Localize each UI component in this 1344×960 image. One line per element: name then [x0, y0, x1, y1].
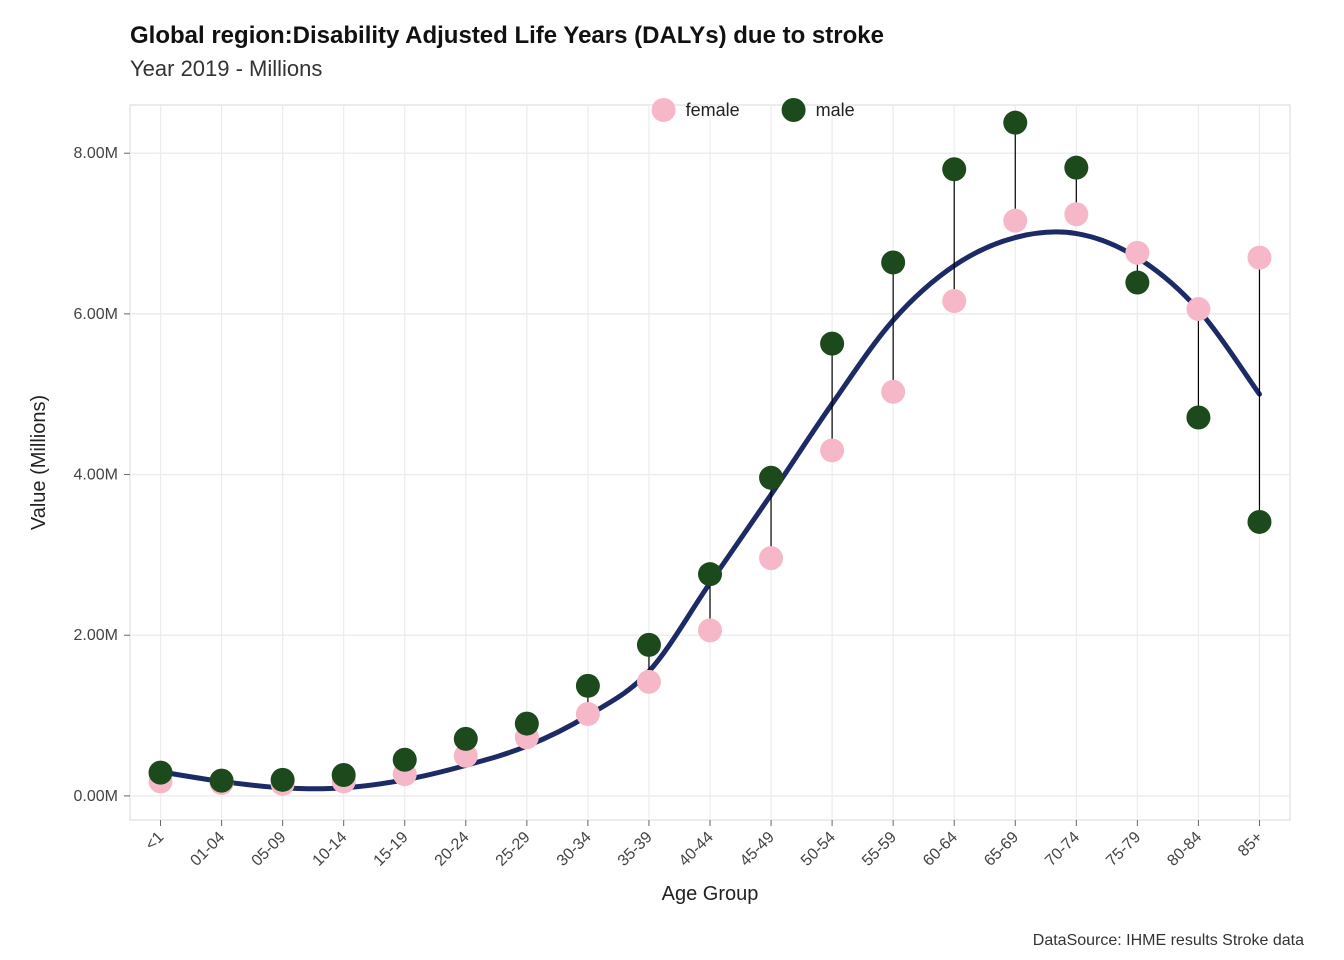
point-male — [820, 332, 844, 356]
point-male — [149, 761, 173, 785]
xtick-label: 30-34 — [554, 829, 595, 870]
ytick-label: 8.00M — [74, 145, 118, 162]
y-axis-label: Value (Millions) — [28, 395, 50, 530]
xtick-label: 60-64 — [920, 829, 961, 870]
point-male — [454, 727, 478, 751]
legend-label: female — [686, 100, 740, 120]
xtick-label: 35-39 — [615, 829, 656, 870]
xtick-label: 20-24 — [432, 829, 473, 870]
xtick-label: 85+ — [1235, 829, 1266, 860]
xtick-label: 50-54 — [798, 829, 839, 870]
point-male — [698, 562, 722, 586]
xtick-label: 65-69 — [981, 829, 1022, 870]
point-female — [1125, 241, 1149, 265]
point-male — [1064, 156, 1088, 180]
x-axis-label: Age Group — [662, 883, 759, 905]
point-male — [332, 763, 356, 787]
xtick-label: 75-79 — [1103, 829, 1144, 870]
point-male — [942, 157, 966, 181]
chart-svg: 0.00M 2.00M 4.00M 6.00M 8.00M Value (Millions… — [0, 0, 1344, 960]
chart-container: Global region:Disability Adjusted Life Y… — [0, 0, 1344, 960]
xtick-label: 05-09 — [249, 829, 290, 870]
xtick-label: 25-29 — [493, 829, 534, 870]
legend-label: male — [816, 100, 855, 120]
point-male — [1003, 111, 1027, 135]
point-male — [759, 466, 783, 490]
point-male — [210, 769, 234, 793]
point-female — [1247, 246, 1271, 270]
ytick-label: 2.00M — [74, 627, 118, 644]
legend-swatch — [782, 98, 806, 122]
point-male — [637, 633, 661, 657]
xtick-label: 45-49 — [737, 829, 778, 870]
point-male — [515, 712, 539, 736]
chart-subtitle: Year 2019 - Millions — [130, 56, 884, 82]
ytick-label: 6.00M — [74, 306, 118, 323]
point-male — [1125, 271, 1149, 295]
point-female — [1064, 202, 1088, 226]
point-female — [698, 618, 722, 642]
xtick-label: 55-59 — [859, 829, 900, 870]
point-female — [576, 702, 600, 726]
xtick-label: <1 — [142, 829, 167, 854]
point-male — [271, 768, 295, 792]
point-male — [576, 674, 600, 698]
point-female — [759, 546, 783, 570]
xtick-label: 40-44 — [676, 829, 717, 870]
legend-swatch — [652, 98, 676, 122]
ytick-label: 4.00M — [74, 467, 118, 484]
point-female — [637, 670, 661, 694]
point-male — [1186, 406, 1210, 430]
point-male — [1247, 510, 1271, 534]
point-female — [942, 289, 966, 313]
point-female — [881, 380, 905, 404]
point-female — [1003, 209, 1027, 233]
point-female — [1186, 297, 1210, 321]
source-note: DataSource: IHME results Stroke data — [1033, 932, 1304, 950]
xtick-label: 70-74 — [1042, 829, 1083, 870]
ytick-label: 0.00M — [74, 788, 118, 805]
xtick-label: 01-04 — [187, 829, 228, 870]
xtick-label: 15-19 — [371, 829, 412, 870]
point-male — [393, 748, 417, 772]
point-male — [881, 250, 905, 274]
point-female — [820, 438, 844, 462]
chart-title: Global region:Disability Adjusted Life Y… — [130, 22, 884, 50]
xtick-label: 10-14 — [310, 829, 351, 870]
xtick-label: 80-84 — [1164, 829, 1205, 870]
chart-titles: Global region:Disability Adjusted Life Y… — [130, 22, 884, 82]
